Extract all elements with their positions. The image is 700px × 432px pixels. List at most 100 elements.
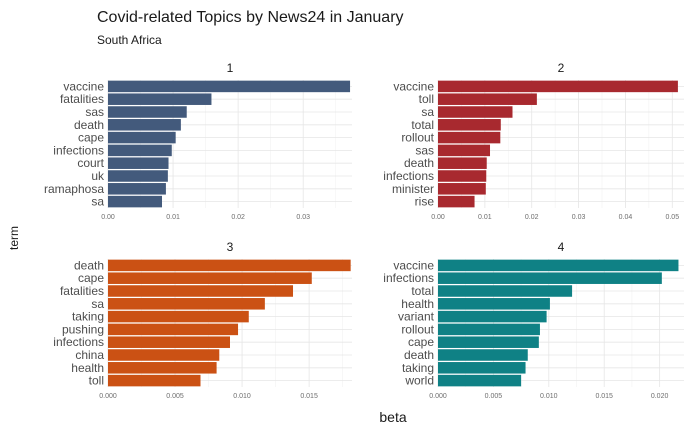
x-tick-label: 0.015 [300,393,318,400]
x-tick-label: 0.015 [595,393,613,400]
term-label: death [74,118,104,132]
term-label: sa [91,195,104,209]
bar [108,336,230,348]
y-axis-title: term [7,226,21,250]
term-label: infections [53,335,104,349]
term-label: minister [392,182,434,196]
term-label: pushing [62,322,104,336]
bar [438,259,679,272]
bar [108,119,181,131]
term-label: fatalities [60,92,104,106]
x-tick-label: 0.000 [429,393,447,400]
facet-panel-4: 4 vaccineinfectionstotalhealthvariantroll… [383,240,684,400]
bar [108,170,168,182]
term-label: health [71,361,104,375]
x-tick-label: 0.05 [665,214,679,221]
bar [438,349,528,361]
bar [108,183,166,195]
term-label: taking [402,361,434,375]
bar [438,106,513,118]
facet-panel-2: 2 vaccinetollsatotalrolloutsasdeathinfect… [383,61,684,221]
chart-title: Covid-related Topics by News24 in Januar… [97,9,404,26]
term-label: death [404,156,434,170]
x-axis-title: beta [379,409,406,425]
bar [108,93,212,105]
term-label: infections [383,271,434,285]
term-label: court [77,156,104,170]
term-label: health [401,297,434,311]
bar [108,362,217,374]
term-label: infections [383,169,434,183]
bar [438,80,678,93]
bar [108,80,351,93]
chart-subtitle: South Africa [97,33,162,47]
bar [108,259,351,272]
bar [438,144,491,157]
bar [438,119,501,131]
x-tick-label: 0.005 [485,393,503,400]
bar [438,310,547,323]
bar [438,336,539,348]
x-tick-label: 0.020 [651,393,669,400]
facet-label: 4 [558,240,565,254]
facet-label: 3 [227,240,234,254]
term-label: cape [78,131,104,145]
bar [108,323,239,336]
term-label: total [411,284,434,298]
term-label: sas [85,105,104,119]
x-tick-label: 0.04 [619,214,633,221]
bar [108,195,163,208]
term-label: total [411,118,434,132]
term-label: death [74,258,104,272]
term-label: fatalities [60,284,104,298]
bar [108,131,176,144]
bar [438,93,537,105]
bar [108,285,294,297]
term-label: rollout [401,322,434,336]
term-label: sa [421,105,434,119]
term-label: vaccine [393,258,434,272]
x-tick-label: 0.03 [572,214,586,221]
x-tick-label: 0.03 [296,214,310,221]
bar [438,374,522,387]
bar [438,131,501,144]
bar [438,157,487,169]
x-tick-label: 0.01 [478,214,492,221]
bar [108,157,169,169]
x-tick-label: 0.00 [101,214,115,221]
bar [108,374,201,387]
term-label: uk [91,169,105,183]
term-label: toll [89,374,104,388]
term-label: sas [415,143,434,157]
bar [108,106,187,118]
bar [438,183,486,195]
facet-label: 2 [558,61,565,75]
x-tick-label: 0.01 [166,214,180,221]
x-tick-label: 0.00 [431,214,445,221]
term-label: taking [72,310,104,324]
bar [108,310,249,323]
term-label: sa [91,297,104,311]
term-label: death [404,348,434,362]
bar [108,298,265,310]
bar [438,195,475,208]
x-tick-label: 0.010 [233,393,251,400]
facet-panel-3: 3 deathcapefatalitiessatakingpushinginfec… [53,240,352,400]
term-label: vaccine [63,79,104,93]
term-label: ramaphosa [44,182,104,196]
term-label: variant [398,310,435,324]
x-tick-label: 0.02 [231,214,245,221]
bar [438,362,526,374]
bar [438,170,487,182]
x-tick-label: 0.005 [166,393,184,400]
bar [438,285,573,297]
bar [438,272,662,284]
x-tick-label: 0.000 [99,393,117,400]
term-label: toll [419,92,434,106]
facet-panel-1: 1 vaccinefatalitiessasdeathcapeinfections… [44,61,352,221]
term-label: rollout [401,131,434,145]
term-label: infections [53,143,104,157]
term-label: rise [415,195,435,209]
term-label: cape [78,271,104,285]
bar [108,272,312,284]
